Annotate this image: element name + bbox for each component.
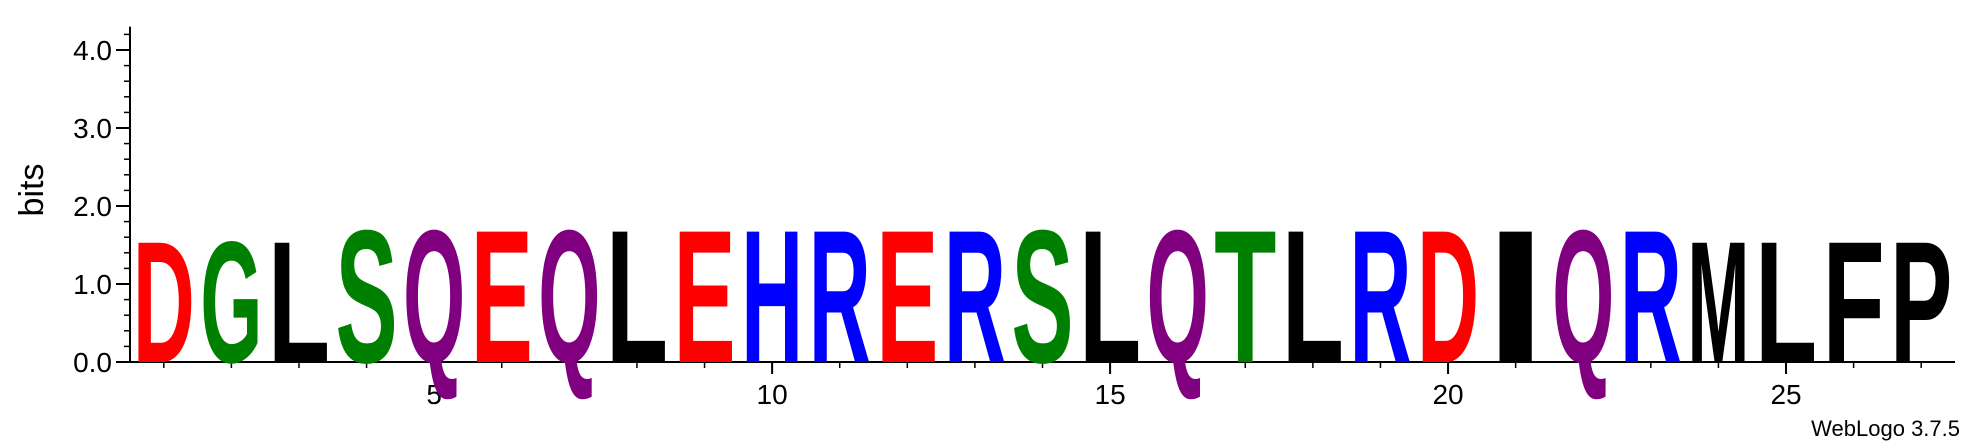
logo-letter-l: L [1755, 206, 1817, 400]
logo-letter-h: H [741, 192, 803, 403]
x-tick-label: 25 [1770, 379, 1801, 410]
logo-letter-i: I [1485, 190, 1547, 402]
logo-letter-e: E [673, 191, 735, 403]
logo-letter-e: E [876, 191, 938, 403]
logo-letter-d: D [1417, 192, 1479, 403]
y-tick-label: 3.0 [73, 113, 112, 144]
x-tick-label: 15 [1095, 379, 1126, 410]
x-tick-label: 10 [757, 379, 788, 410]
y-tick-label: 4.0 [73, 35, 112, 66]
logo-letter-q: Q [1147, 190, 1209, 402]
logo-letter-q: Q [1552, 190, 1614, 402]
logo-letter-f: F [1823, 206, 1885, 400]
y-tick-label: 0.0 [73, 347, 112, 378]
logo-letter-p: P [1890, 206, 1952, 399]
x-tick-label: 20 [1432, 379, 1463, 410]
logo-letter-l: L [1079, 191, 1141, 403]
y-axis: 0.0 1.0 2.0 3.0 4.0 [73, 26, 131, 378]
logo-letter-g: G [200, 205, 262, 399]
logo-letter-d: D [133, 206, 195, 400]
logo-letter-l: L [268, 206, 330, 400]
logo-letter-m: M [1687, 206, 1749, 400]
y-tick-label: 1.0 [73, 269, 112, 300]
logo-letter-e: E [471, 191, 533, 403]
logo-letter-l: L [606, 191, 668, 403]
logo-letter-l: L [1282, 191, 1344, 403]
logo-letter-t: T [1214, 191, 1276, 403]
logo-letter-s: S [1011, 191, 1073, 403]
y-axis-title: bits [13, 164, 51, 217]
y-tick-label: 2.0 [73, 191, 112, 222]
logo-letter-q: Q [403, 190, 465, 402]
weblogo-credit: WebLogo 3.7.5 [1811, 416, 1960, 441]
x-axis: 5 10 15 20 25 [130, 361, 1955, 410]
x-tick-label: 5 [426, 379, 442, 410]
logo-letter-r: R [809, 192, 871, 403]
logo-letter-q: Q [538, 190, 600, 402]
logo-letter-s: S [335, 191, 397, 403]
logo-letter-r: R [1620, 192, 1682, 403]
logo-letter-r: R [944, 192, 1006, 403]
logo-letter-r: R [1349, 192, 1411, 403]
